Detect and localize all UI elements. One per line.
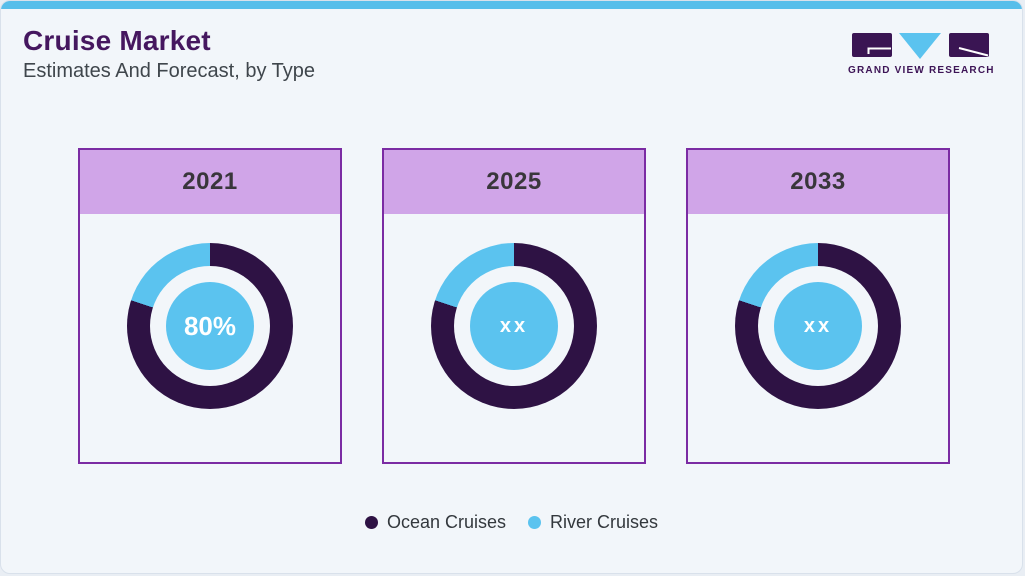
year-label: 2025	[486, 168, 542, 195]
ocean-cruises-swatch-icon	[364, 516, 378, 529]
donut-center: xx	[470, 282, 558, 370]
donut-center: xx	[774, 282, 862, 370]
donut-center-label: xx	[803, 314, 833, 337]
river-cruises-swatch-icon	[528, 516, 542, 529]
donut-center-label: 80%	[183, 310, 237, 341]
donut-center: 80%	[166, 282, 254, 370]
page-subtitle: Estimates And Forecast, by Type	[23, 60, 315, 82]
donut-chart-2021: 80%	[127, 243, 293, 409]
legend-item-river-cruises: River Cruises	[528, 512, 658, 533]
page-title: Cruise Market	[23, 25, 211, 56]
year-label: 2033	[790, 168, 846, 195]
donut-center-label: xx	[499, 314, 529, 337]
legend-label-river-cruises: River Cruises	[550, 512, 659, 532]
donut-chart-2033: xx	[735, 243, 901, 409]
year-card-2033: 2033 xx	[686, 148, 950, 464]
grand-view-research-logo: GRAND VIEW RESEARCH	[848, 33, 994, 76]
year-card-header: 2021	[80, 150, 340, 214]
year-card-2025: 2025 xx	[382, 148, 646, 464]
accent-bar	[1, 1, 1022, 9]
year-card-2021: 2021 80%	[78, 148, 342, 464]
header: Cruise Market Estimates And Forecast, by…	[1, 9, 1022, 83]
year-cards: 2021 80% 2025 xx	[78, 148, 950, 464]
year-card-body: 80%	[80, 214, 340, 409]
chart-legend: Ocean Cruises River Cruises	[1, 512, 1022, 533]
gvr-logo-mark-icon	[852, 33, 989, 59]
year-card-body: xx	[384, 214, 644, 409]
year-label: 2021	[182, 168, 238, 195]
donut-chart-2025: xx	[431, 243, 597, 409]
logo-text: GRAND VIEW RESEARCH	[848, 65, 995, 76]
year-card-header: 2025	[384, 150, 644, 214]
title-block: Cruise Market Estimates And Forecast, by…	[23, 25, 315, 83]
year-card-header: 2033	[688, 150, 948, 214]
legend-label-ocean-cruises: Ocean Cruises	[386, 512, 507, 532]
year-card-body: xx	[688, 214, 948, 409]
legend-item-ocean-cruises: Ocean Cruises	[364, 512, 507, 533]
